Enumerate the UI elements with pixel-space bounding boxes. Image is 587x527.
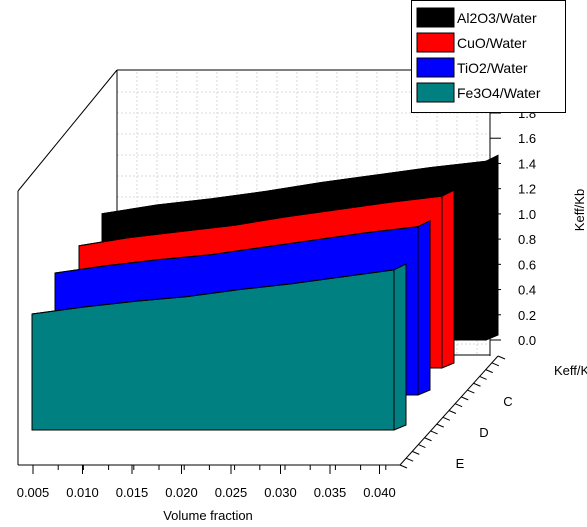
depth-label: D [479, 425, 488, 440]
depth-axis-tick [479, 375, 487, 380]
legend-swatch [416, 82, 455, 103]
depth-label: C [503, 394, 512, 409]
legend-label: TiO2/Water [457, 60, 528, 76]
depth-axis-tick [442, 416, 451, 421]
series-top-line [101, 160, 487, 215]
x-tick-label: 0.020 [165, 485, 198, 500]
depth-axis-tick [454, 403, 463, 408]
depth-axis-tick [467, 389, 475, 394]
depth-axis-tick [491, 362, 500, 367]
y-tick-label: 0.2 [518, 308, 536, 323]
y-tick-label: 1.4 [518, 156, 536, 171]
series-group [31, 154, 499, 431]
x-tick-label: 0.035 [314, 485, 347, 500]
depth-axis-tick [497, 355, 506, 360]
depth-axis [399, 355, 506, 469]
y-tick-label: 0.4 [518, 283, 536, 298]
depth-axis-tick [399, 464, 408, 469]
legend-label: CuO/Water [457, 35, 527, 51]
depth-axis-tick [424, 437, 432, 442]
series-side-face [441, 189, 455, 369]
depth-axis-tick [448, 410, 457, 414]
y-tick-label: 1.6 [518, 131, 536, 146]
depth-axis-tick [485, 369, 493, 374]
depth-axis-tick [430, 430, 438, 435]
x-tick-label: 0.005 [17, 485, 50, 500]
series-side-face [485, 154, 499, 341]
depth-axis-tick [418, 444, 426, 449]
y-tick-label: 0.8 [518, 232, 536, 247]
x-tick-label: 0.030 [264, 485, 297, 500]
depth-axis-tick [473, 382, 481, 387]
depth-label: E [456, 456, 465, 471]
depth-axis-tick [436, 423, 444, 428]
x-tick-label: 0.010 [66, 485, 99, 500]
series-side-face [393, 263, 407, 431]
x-tick-label: 0.025 [215, 485, 248, 500]
y-tick-label: 0.6 [518, 257, 536, 272]
legend-swatch [416, 32, 455, 53]
legend-label: Fe3O4/Water [457, 85, 541, 101]
x-axis [18, 464, 400, 474]
series-top-line [54, 226, 419, 274]
series-fe3o4-water [31, 263, 407, 431]
legend-swatch [416, 57, 455, 78]
legend [411, 0, 566, 113]
x-axis-label: Volume fraction [163, 508, 253, 523]
depth-label: Keff/Kbf [554, 363, 587, 378]
y-axis-label: Keff/Kb [572, 189, 587, 231]
frame-line [17, 69, 118, 192]
depth-axis-tick [412, 450, 420, 455]
x-tick-label: 0.015 [116, 485, 149, 500]
series-top-line [31, 269, 395, 315]
y-tick-label: 1.0 [518, 207, 536, 222]
x-tick-label: 0.040 [363, 485, 396, 500]
series-side-face [417, 219, 431, 396]
series-top-line [78, 195, 443, 247]
depth-axis-tick [461, 396, 469, 401]
legend-label: Al2O3/Water [457, 10, 537, 26]
legend-swatch [416, 7, 455, 28]
y-tick-label: 0.0 [518, 333, 536, 348]
depth-axis-tick [405, 457, 414, 462]
y-tick-label: 1.2 [518, 182, 536, 197]
